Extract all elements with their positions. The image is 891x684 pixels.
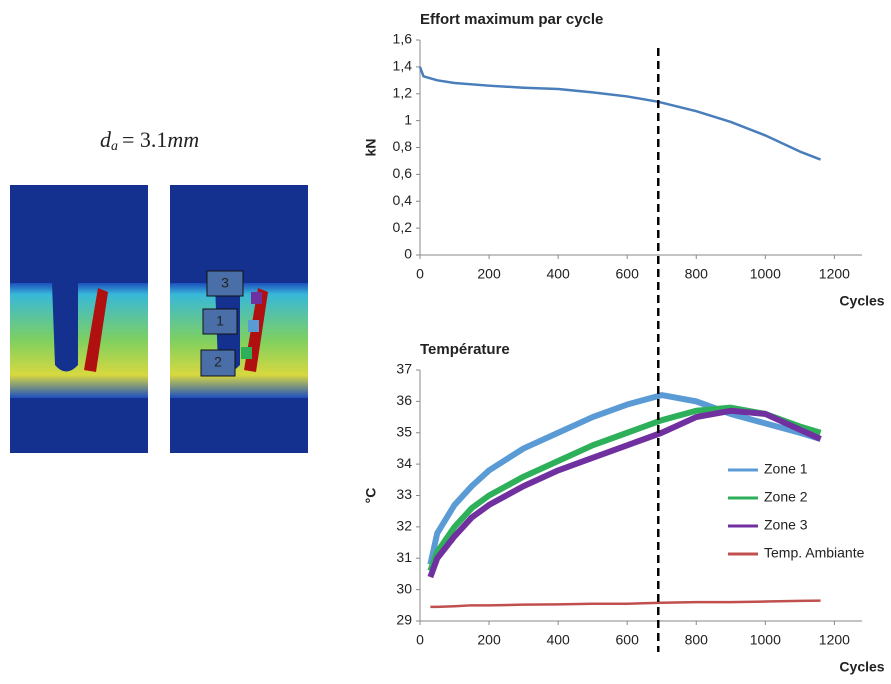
zone-marker [248, 320, 259, 332]
formula-symbol: d [100, 127, 112, 152]
thermal-images: da = 3.1mm 3 1 2 [10, 127, 308, 453]
x-axis-label: Cycles [839, 659, 884, 675]
y-tick-label: 1,6 [393, 31, 413, 47]
y-tick-label: 1,4 [393, 58, 413, 74]
y-tick-label: 1,2 [393, 84, 413, 100]
y-tick-label: 0,2 [393, 219, 413, 235]
chart-title: Effort maximum par cycle [420, 11, 603, 28]
zone-label: 3 [221, 275, 229, 291]
formula: da = 3.1mm [100, 127, 199, 154]
x-tick-label: 600 [616, 632, 640, 648]
x-tick-label: 200 [477, 632, 501, 648]
data-line [427, 407, 822, 579]
y-tick-label: 1 [404, 111, 412, 127]
zone-label: 1 [216, 313, 224, 329]
legend-label: Zone 3 [764, 517, 808, 533]
y-axis-label: °C [363, 488, 379, 504]
y-tick-label: 0,6 [393, 165, 413, 181]
x-tick-label: 0 [416, 632, 424, 648]
x-tick-label: 400 [546, 632, 570, 648]
data-line [427, 392, 822, 566]
x-tick-label: 1000 [750, 266, 781, 282]
zone-box [200, 349, 236, 377]
x-axis-label: Cycles [839, 293, 884, 309]
x-tick-label: 1200 [819, 632, 850, 648]
zone-box [202, 308, 238, 335]
zone-box [206, 270, 244, 297]
x-tick-label: 200 [477, 266, 501, 282]
legend-label: Zone 2 [764, 489, 808, 505]
notch [52, 283, 78, 372]
data-line [430, 599, 821, 609]
zone-marker [251, 292, 262, 304]
y-axis-label: kN [363, 139, 379, 157]
zone-marker [241, 347, 252, 359]
y-tick-label: 29 [396, 612, 412, 628]
y-tick-label: 35 [396, 423, 412, 439]
x-tick-label: 800 [685, 266, 709, 282]
y-tick-label: 0 [404, 246, 412, 262]
formula-subscript: a [111, 139, 118, 154]
y-tick-label: 36 [396, 392, 412, 408]
zone-label: 2 [214, 354, 222, 370]
formula-equals: = 3.1 [122, 127, 167, 152]
x-tick-label: 0 [416, 266, 424, 282]
x-tick-label: 600 [616, 266, 640, 282]
heat-band [10, 283, 148, 398]
x-tick-label: 800 [685, 632, 709, 648]
y-tick-label: 34 [396, 455, 412, 471]
y-tick-label: 32 [396, 518, 412, 534]
y-tick-label: 33 [396, 486, 412, 502]
legend-label: Zone 1 [764, 461, 808, 477]
y-tick-label: 0,8 [393, 138, 413, 154]
y-tick-label: 0,4 [393, 192, 413, 208]
x-tick-label: 400 [546, 266, 570, 282]
data-line [427, 404, 822, 572]
y-tick-label: 31 [396, 549, 412, 565]
data-line [418, 66, 822, 161]
legend-label: Temp. Ambiante [764, 545, 865, 561]
formula-unit: mm [167, 127, 199, 152]
chart-title: Température [420, 341, 510, 358]
x-tick-label: 1200 [819, 266, 850, 282]
y-tick-label: 37 [396, 361, 412, 377]
hot-zone [84, 288, 108, 372]
y-tick-label: 30 [396, 580, 412, 596]
x-tick-label: 1000 [750, 632, 781, 648]
